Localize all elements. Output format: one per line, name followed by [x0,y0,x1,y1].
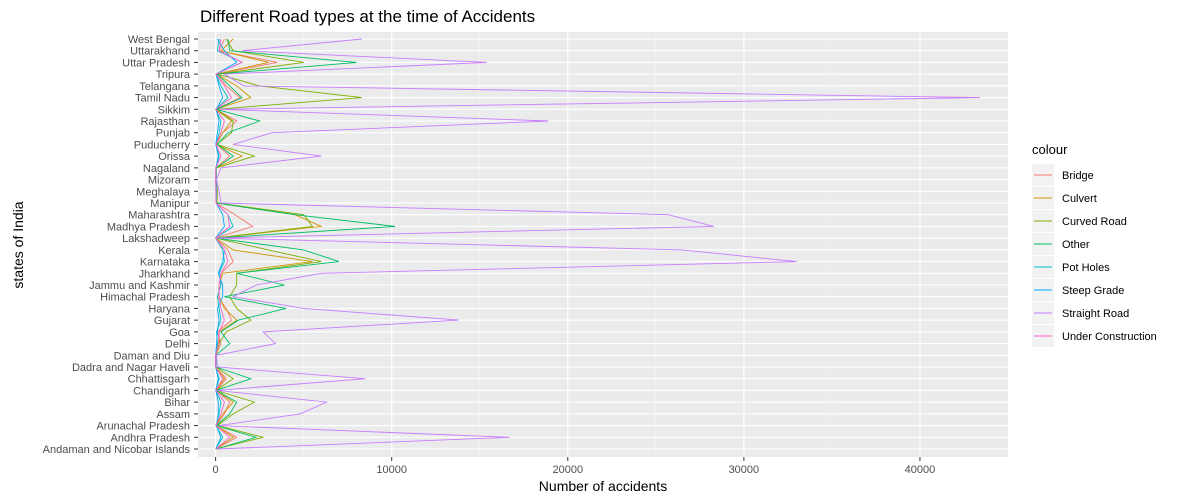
legend-label: Bridge [1062,170,1094,182]
y-tick-label: Chhattisgarh [128,374,190,386]
legend: colour Bridge Culvert Curved Road Other Pot … [1032,142,1157,347]
y-tick-label: Punjab [156,128,190,140]
y-tick-label: Goa [169,327,191,339]
series-line [214,38,244,450]
series-line [214,38,396,450]
y-tick-label: Himachal Pradesh [100,292,190,304]
legend-label: Curved Road [1062,216,1127,228]
y-tick-label: Kerala [158,245,191,257]
x-tick-label: 20000 [552,464,583,476]
y-tick-label: Madhya Pradesh [107,221,190,233]
x-tick-label: 10000 [376,464,407,476]
y-tick-label: Mizoram [148,175,190,187]
y-tick-label: Assam [156,409,190,421]
y-tick-label: Arunachal Pradesh [96,421,190,433]
legend-label: Straight Road [1062,308,1129,320]
x-tick-label: 0 [213,464,219,476]
y-tick-label: Haryana [148,303,190,315]
y-tick-label: Tamil Nadu [135,93,190,105]
legend-title: colour [1032,142,1068,157]
legend-label: Steep Grade [1062,285,1124,297]
y-tick-label: Lakshadweep [122,233,190,245]
grid-lines [198,32,1008,457]
y-tick-label: Rajasthan [140,116,190,128]
y-tick-label: Chandigarh [133,385,190,397]
y-tick-label: Delhi [165,339,190,351]
legend-label: Under Construction [1062,331,1157,343]
y-tick-label: West Bengal [128,34,190,46]
y-tick-label: Andaman and Nicobar Islands [43,444,191,456]
series-line [215,38,980,450]
y-tick-label: Dadra and Nagar Haveli [72,362,190,374]
x-axis-title: Number of accidents [539,478,667,494]
series-line [214,38,324,450]
y-tick-label: Andhra Pradesh [111,432,191,444]
series-line [215,38,362,450]
y-tick-label: Meghalaya [136,186,191,198]
y-tick-label: Jammu and Kashmir [89,280,190,292]
plot-panel [198,32,1008,457]
legend-label: Other [1062,239,1090,251]
y-tick-label: Orissa [158,151,191,163]
x-tick-labels: 0 10000 20000 30000 40000 [213,457,936,476]
y-tick-label: Manipur [150,198,190,210]
y-tick-label: Bihar [164,397,190,409]
y-tick-label: Maharashtra [128,210,191,222]
y-tick-label: Sikkim [158,104,190,116]
y-axis-title: states of India [10,201,26,288]
chart-title: Different Road types at the time of Acci… [200,7,535,26]
series-lines [214,38,980,450]
y-tick-label: Puducherry [134,139,191,151]
y-tick-label: Uttarakhand [130,46,190,58]
y-tick-label: Gujarat [154,315,190,327]
legend-label: Pot Holes [1062,262,1110,274]
y-tick-label: Uttar Pradesh [122,57,190,69]
x-tick-label: 40000 [905,464,936,476]
x-tick-label: 30000 [729,464,760,476]
y-tick-label: Karnataka [140,257,191,269]
legend-label: Culvert [1062,193,1097,205]
y-tick-label: Jharkhand [139,268,190,280]
y-tick-label: Tripura [156,69,191,81]
y-tick-label: Telangana [139,81,191,93]
y-tick-label: Nagaland [143,163,190,175]
y-tick-label: Daman and Diu [114,350,190,362]
